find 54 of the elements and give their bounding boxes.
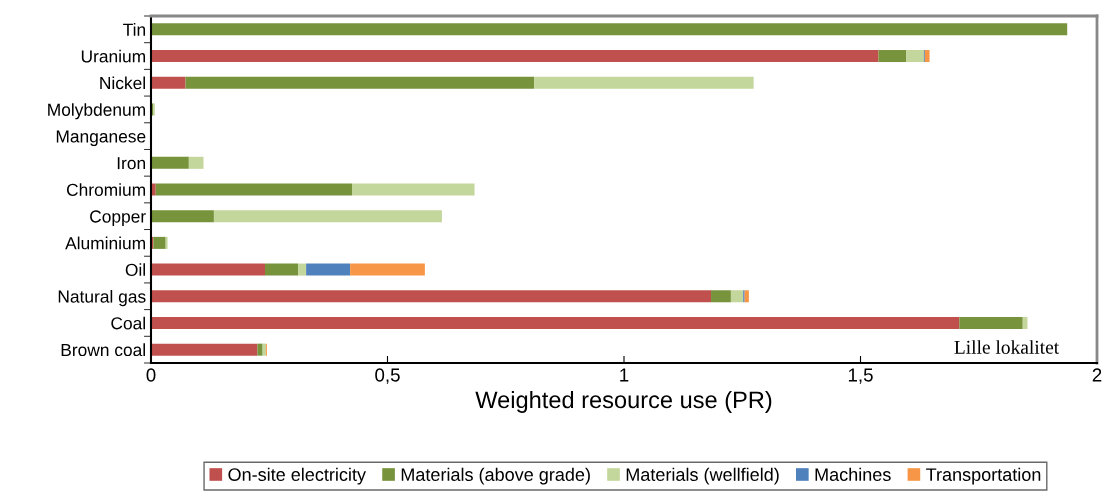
legend-label: Transportation [926, 467, 1041, 485]
bar [534, 76, 754, 89]
bar [151, 156, 189, 169]
bar [151, 290, 712, 303]
bar [257, 343, 263, 356]
bar [213, 210, 442, 223]
bar [151, 183, 156, 196]
bar [188, 156, 204, 169]
y-tick-label: Coal [111, 316, 145, 330]
x-tick-label: 0,5 [375, 368, 400, 384]
bar [151, 50, 879, 63]
x-tick-label: 0 [146, 368, 156, 382]
bar [306, 263, 351, 276]
y-tick-label: Oil [125, 263, 145, 277]
y-tick-label: Uranium [81, 49, 145, 63]
y-tick-label: Tin [123, 23, 146, 36]
bar [151, 316, 960, 329]
y-tick-label: Natural gas [58, 289, 146, 307]
bar [924, 50, 930, 63]
y-tick-label: Manganese [56, 130, 146, 147]
y-tick-label: Aluminium [65, 236, 145, 250]
bar [350, 263, 425, 276]
x-axis-title: Weighted resource use (PR) [475, 390, 772, 413]
bar [352, 183, 475, 196]
bar [959, 316, 1023, 329]
bar [151, 23, 1068, 36]
bar [711, 290, 731, 303]
legend-label: Materials (above grade) [401, 467, 590, 485]
bar [730, 290, 744, 303]
bar [155, 183, 353, 196]
annotation: Lille lokalitet [954, 340, 1060, 354]
x-tick-label: 2 [1092, 368, 1102, 382]
bar [153, 236, 166, 249]
bar [151, 210, 214, 223]
bar [185, 76, 535, 89]
x-tick-label: 1 [620, 368, 629, 382]
legend-label: On-site electricity [228, 467, 366, 485]
y-tick-label: Nickel [100, 76, 145, 90]
y-tick-label: Copper [90, 210, 146, 227]
y-tick-label: Brown coal [61, 343, 145, 357]
bar [151, 263, 265, 276]
bar [906, 50, 924, 63]
y-tick-label: Chromium [66, 183, 145, 196]
bar [298, 263, 307, 276]
y-tick-label: Molybdenum [48, 103, 145, 120]
legend-label: Machines [815, 467, 891, 481]
legend-label: Materials (wellfield) [626, 467, 779, 485]
bar [151, 76, 186, 89]
bar [878, 50, 907, 63]
bar [744, 290, 749, 303]
bar [151, 343, 258, 356]
bar [264, 263, 299, 276]
x-tick-label: 1,5 [848, 368, 873, 384]
y-tick-label: Iron [117, 157, 146, 170]
